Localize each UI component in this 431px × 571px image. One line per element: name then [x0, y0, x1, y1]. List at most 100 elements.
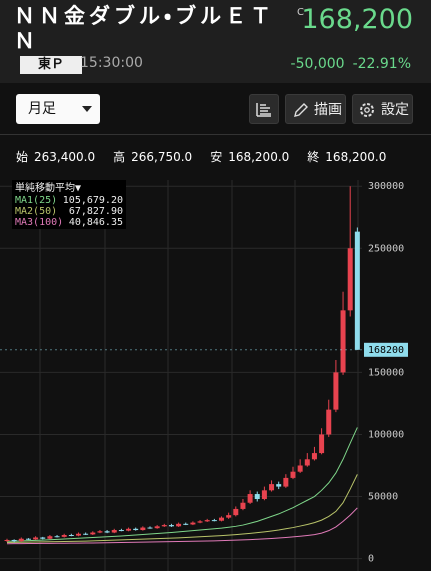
legend: 単純移動平均▼MA1(25) 105,679.20 MA2(50) 67,827.90… [12, 180, 126, 229]
y-tick-label: 300000 [368, 181, 404, 192]
candle-body [147, 527, 153, 529]
legend-title: 単純移動平均▼ [15, 181, 81, 194]
instrument-name: ＮＮ金ダブル・ブルＥＴＮ [14, 4, 276, 53]
candle-body [133, 528, 139, 531]
settings-label: 設定 [381, 102, 409, 118]
ohlc-row: 始 263,400.0 高 266,750.0 安 168,200.0 終 168,200.0 [16, 148, 386, 165]
candle-body [269, 484, 275, 491]
candle-body [226, 515, 232, 518]
draw-label: 描画 [314, 102, 342, 118]
pencil-icon [294, 103, 308, 117]
y-tick-label: 100000 [368, 429, 404, 440]
y-tick-label: 50000 [368, 492, 398, 503]
ohlc-label: 高 [113, 150, 126, 164]
settings-button[interactable]: 設定 [352, 94, 413, 124]
candle-body [190, 522, 196, 525]
y-tick-label: 0 [368, 554, 374, 565]
candle-body [111, 530, 117, 533]
candle-body [183, 523, 189, 525]
candle-body [247, 494, 253, 503]
last-price: 168,200 [301, 4, 413, 35]
candle-body [311, 453, 317, 460]
ohlc-value: 263,400.0 [34, 150, 96, 164]
header: ＮＮ金ダブル・ブルＥＴＮ 東Ｐ 15:30:00 C 168,200 -50,0… [0, 0, 431, 83]
ohlc-item: 高 266,750.0 [113, 148, 192, 165]
candle-body [204, 520, 210, 522]
candle-body [140, 527, 146, 531]
candle-body [68, 535, 74, 537]
candle-body [211, 520, 217, 522]
legend-value: 105,679.20 [63, 195, 123, 206]
ohlc-value: 168,200.0 [228, 150, 290, 164]
candle-body [340, 310, 346, 373]
candle-body [40, 537, 46, 539]
price-tag-label: 168200 [368, 345, 404, 356]
candle-body [11, 539, 17, 542]
y-tick-label: 150000 [368, 367, 404, 378]
candle-body [161, 525, 167, 527]
gear-icon [360, 103, 374, 117]
ohlc-value: 168,200.0 [325, 150, 387, 164]
moving-average-line [6, 507, 358, 545]
candle-body [290, 471, 296, 478]
ohlc-value: 266,750.0 [131, 150, 193, 164]
ohlc-item: 始 263,400.0 [16, 148, 95, 165]
candle-body [283, 477, 289, 487]
ohlc-label: 安 [210, 150, 223, 164]
candle-body [33, 537, 39, 540]
candle-body [18, 538, 24, 542]
candle-body [90, 532, 96, 535]
price-change: -50,000 -22.91% [283, 56, 411, 72]
candle-body [304, 459, 310, 466]
candle-body [4, 539, 10, 541]
y-tick-label: 250000 [368, 243, 404, 254]
candle-body [118, 530, 124, 532]
candle-body [83, 533, 89, 535]
candle-body [97, 531, 103, 533]
candle-body [197, 521, 203, 523]
candle-body [47, 536, 53, 539]
candle-body [154, 526, 160, 529]
candle-body [219, 517, 224, 521]
change-percent: -22.91% [352, 56, 411, 72]
ohlc-item: 終 168,200.0 [307, 148, 386, 165]
candle-body [61, 535, 67, 537]
price-flag: C [297, 7, 304, 18]
candle-body [104, 531, 110, 533]
candle-body [233, 508, 239, 516]
indicator-icon [256, 103, 271, 117]
quote-time: 15:30:00 [80, 55, 143, 71]
moving-average-line [6, 427, 358, 542]
candle-body [126, 528, 132, 531]
ohlc-item: 安 168,200.0 [210, 148, 289, 165]
candle-body [333, 372, 339, 410]
draw-button[interactable]: 描画 [285, 94, 346, 124]
divider [0, 134, 431, 135]
indicator-button[interactable] [249, 94, 279, 124]
change: -50,000 [290, 56, 345, 72]
candle-body [168, 525, 174, 527]
candle-body [319, 434, 325, 454]
candle-body [176, 523, 182, 527]
moving-average-line [6, 474, 358, 543]
period-label: 月足 [28, 101, 56, 117]
legend-name: MA2(50) [15, 206, 57, 217]
candle-body [76, 533, 81, 536]
market-badge: 東Ｐ [20, 56, 83, 74]
legend-value: 67,827.90 [69, 206, 123, 217]
candle-body [276, 484, 282, 487]
candle-body [261, 490, 267, 500]
candle-body [354, 231, 360, 350]
period-dropdown[interactable]: 月足 [16, 94, 100, 124]
candle-body [54, 536, 60, 538]
candle-body [240, 502, 246, 509]
candle-body [254, 494, 260, 500]
candle-body [25, 538, 31, 540]
price-tag [364, 342, 408, 357]
chart: 0 50000 100000 150000 250000 300000 単純移動平均▼MA1… [0, 180, 408, 571]
legend-name: MA3(100) [15, 217, 63, 228]
legend-box [12, 180, 126, 229]
legend-name: MA1(25) [15, 195, 57, 206]
legend-value: 40,846.35 [69, 217, 123, 228]
